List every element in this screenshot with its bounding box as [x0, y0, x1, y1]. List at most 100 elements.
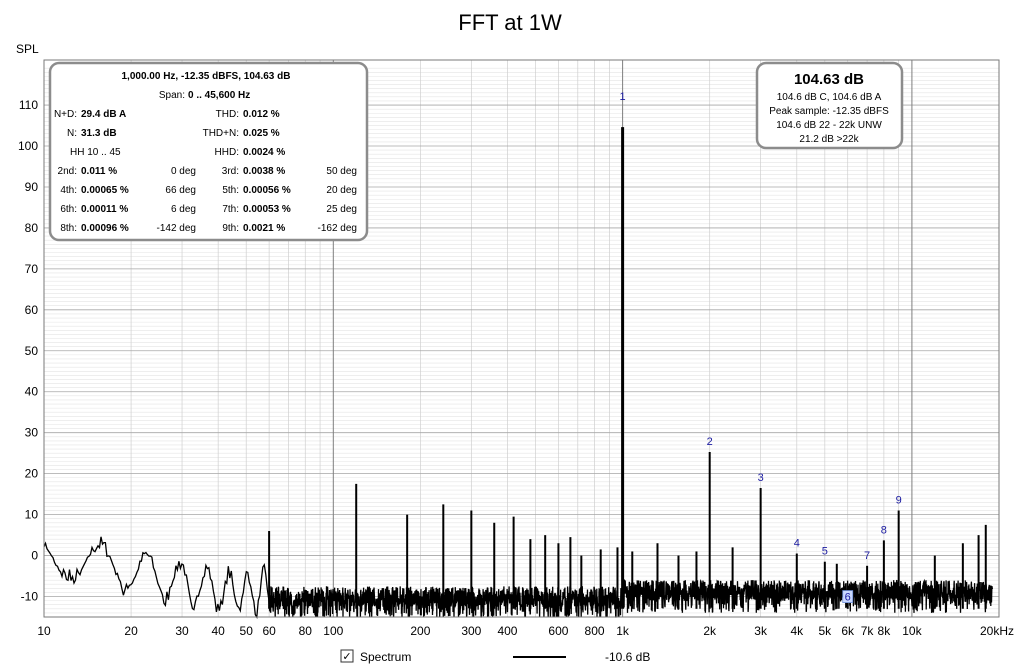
x-tick-label: 600	[548, 624, 568, 638]
harmonic-phase: 25 deg	[326, 204, 357, 215]
harmonic-row: 4th: 0.00065 % 66 deg 5th: 0.00056 % 20 …	[60, 185, 357, 196]
checkmark-icon: ✓	[342, 651, 351, 663]
y-tick-label: 0	[31, 549, 38, 563]
harmonic-percent: 0.00011 %	[81, 204, 128, 215]
n-value: 31.3 dB	[81, 128, 117, 139]
harmonic-percent: 0.0038 %	[243, 166, 285, 177]
hhd-value: 0.0024 %	[243, 147, 285, 158]
harmonic-label: 5	[822, 546, 828, 558]
y-tick-label: 40	[25, 385, 39, 399]
harmonic-label: 3	[758, 472, 764, 484]
harmonic-order-label: 7th:	[222, 204, 239, 215]
nd-value: 29.4 dB A	[81, 109, 126, 120]
unweighted-level: 104.6 dB 22 - 22k UNW	[776, 120, 882, 131]
x-tick-label: 300	[461, 624, 481, 638]
y-tick-label: 60	[25, 303, 39, 317]
y-tick-label: 10	[25, 508, 39, 522]
info-header: 1,000.00 Hz, -12.35 dBFS, 104.63 dB	[122, 71, 291, 82]
harmonic-label: 9	[896, 495, 902, 507]
harmonic-phase: 0 deg	[171, 166, 196, 177]
spur-marks	[268, 483, 987, 609]
x-tick-label: 1k	[616, 624, 630, 638]
harmonic-phase: 20 deg	[326, 185, 357, 196]
legend-label: Spectrum	[360, 650, 411, 664]
hh-label: HH 10 .. 45	[70, 147, 121, 158]
harmonic-label: 2	[707, 436, 713, 448]
harmonic-marker-box	[842, 590, 854, 603]
harmonic-order-label: 3rd:	[222, 166, 239, 177]
harmonic-label: 7	[864, 550, 870, 562]
level-info-box: 104.63 dB 104.6 dB C, 104.6 dB A Peak sa…	[755, 61, 904, 150]
y-tick-label: 30	[25, 426, 39, 440]
plot-frame	[43, 59, 1000, 618]
x-tick-label: 20	[124, 624, 138, 638]
thdn-label: THD+N:	[203, 128, 239, 139]
x-tick-label: 200	[410, 624, 430, 638]
y-tick-label: 100	[18, 139, 38, 153]
nd-label: N+D:	[54, 109, 77, 120]
legend: ✓ Spectrum -10.6 dB	[340, 649, 650, 664]
thd-value: 0.012 %	[243, 109, 280, 120]
n-label: N:	[67, 128, 77, 139]
harmonic-order-label: 4th:	[60, 185, 77, 196]
harmonic-order-label: 6th:	[60, 204, 77, 215]
harmonic-row: 2nd: 0.011 % 0 deg 3rd: 0.0038 % 50 deg	[58, 166, 357, 177]
harmonic-percent: 0.00056 %	[243, 185, 291, 196]
harmonic-phase: -162 deg	[318, 223, 357, 234]
level-readout: 104.63 dB	[794, 71, 864, 88]
harmonic-row: 6th: 0.00011 % 6 deg 7th: 0.00053 % 25 d…	[60, 204, 357, 215]
hhd-label: HHD:	[215, 147, 239, 158]
harmonic-phase: -142 deg	[157, 223, 196, 234]
y-tick-label: 110	[19, 98, 38, 112]
distortion-info-box: 1,000.00 Hz, -12.35 dBFS, 104.63 dB Span…	[48, 61, 369, 242]
harmonic-percent: 0.00096 %	[81, 223, 129, 234]
x-tick-label: 60	[262, 624, 276, 638]
y-axis-label: SPL	[16, 42, 39, 56]
harmonic-order-label: 8th:	[60, 223, 77, 234]
y-tick-label: -10	[21, 590, 39, 604]
span-value: 0 .. 45,600 Hz	[188, 90, 250, 101]
x-tick-label: 10k	[902, 624, 922, 638]
harmonic-label: 4	[794, 538, 800, 550]
y-tick-label: 70	[25, 262, 39, 276]
x-tick-label: 8k	[878, 624, 892, 638]
x-tick-label: 40	[211, 624, 225, 638]
x-tick-label: 5k	[818, 624, 832, 638]
harmonic-label: 8	[881, 524, 887, 536]
x-tick-label: 800	[585, 624, 605, 638]
x-tick-label: 50	[240, 624, 254, 638]
harmonic-phase: 66 deg	[165, 185, 196, 196]
x-tick-label: 7k	[861, 624, 875, 638]
y-tick-label: 80	[25, 221, 39, 235]
x-tick-label: 6k	[841, 624, 855, 638]
thdn-value: 0.025 %	[243, 128, 280, 139]
y-tick-label: 50	[25, 344, 39, 358]
x-tick-label: 4k	[790, 624, 804, 638]
x-tick-label: 30	[175, 624, 189, 638]
ultrasonic-level: 21.2 dB >22k	[799, 134, 859, 145]
y-tick-label: 20	[25, 467, 39, 481]
weighted-levels: 104.6 dB C, 104.6 dB A	[777, 92, 882, 103]
harmonic-marks: 1 2 3 4 5 6 7 8 9	[620, 91, 902, 609]
harmonic-percent: 0.0021 %	[243, 223, 285, 234]
harmonic-phase: 50 deg	[326, 166, 357, 177]
harmonic-phase: 6 deg	[171, 204, 196, 215]
thd-label: THD:	[216, 109, 239, 120]
legend-offset: -10.6 dB	[605, 650, 650, 664]
x-tick-labels: 10 20 30 40 50 60 80 100 200 300 400 600 800 1k 2k 3k 4k…	[37, 624, 1014, 638]
spectrum-checkbox[interactable]: ✓	[340, 649, 354, 663]
x-tick-label: 400	[497, 624, 517, 638]
harmonic-label: 6	[845, 592, 851, 604]
x-tick-label: 80	[299, 624, 313, 638]
harmonic-label: 1	[620, 91, 626, 103]
x-tick-label: 3k	[754, 624, 768, 638]
harmonic-order-label: 9th:	[222, 223, 239, 234]
x-tick-label: 100	[323, 624, 343, 638]
y-tick-label: 90	[25, 180, 39, 194]
harmonic-order-label: 5th:	[222, 185, 239, 196]
y-tick-labels: -10 0 10 20 30 40 50 60 70 80 90 100 110	[18, 98, 38, 603]
harmonic-row: 8th: 0.00096 % -142 deg 9th: 0.0021 % -1…	[60, 223, 357, 234]
x-tick-label: 10	[37, 624, 51, 638]
chart-title: FFT at 1W	[458, 10, 562, 35]
